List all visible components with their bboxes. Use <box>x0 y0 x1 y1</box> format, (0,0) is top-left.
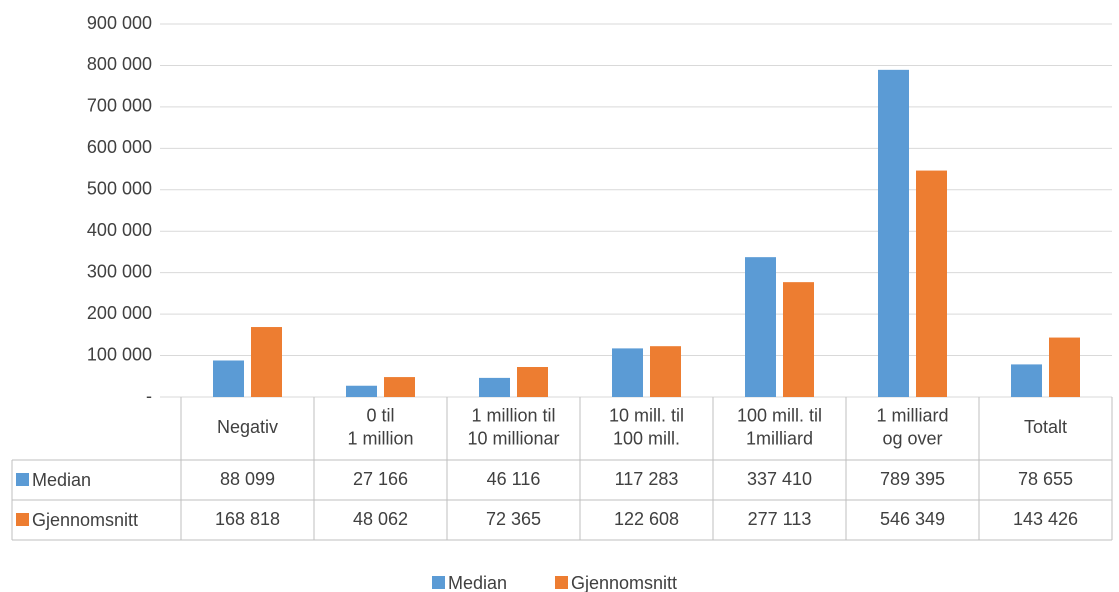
bar <box>1011 364 1042 397</box>
table-value: 117 283 <box>615 469 679 489</box>
bar <box>517 367 548 397</box>
table-legend-key <box>16 513 29 526</box>
bar <box>384 377 415 397</box>
y-tick-label: 200 000 <box>87 303 152 323</box>
table-value: 337 410 <box>747 469 812 489</box>
bar <box>251 327 282 397</box>
legend-label: Median <box>448 573 507 592</box>
table-value: 27 166 <box>353 469 408 489</box>
legend-key <box>432 576 445 589</box>
table-value: 88 099 <box>220 469 275 489</box>
x-tick-label: 1 million til 10 millionar <box>467 405 559 448</box>
x-tick-label: 10 mill. til 100 mill. <box>609 405 684 448</box>
table-value: 46 116 <box>487 469 541 489</box>
bar <box>783 282 814 397</box>
table-value: 122 608 <box>614 509 679 529</box>
table-value: 78 655 <box>1018 469 1073 489</box>
bar <box>878 69 909 397</box>
bar <box>650 346 681 397</box>
y-tick-label: 300 000 <box>87 261 152 281</box>
bar <box>612 348 643 397</box>
table-value: 143 426 <box>1013 509 1078 529</box>
table-value: 168 818 <box>215 509 280 529</box>
y-tick-label: 500 000 <box>87 179 152 199</box>
legend-label: Gjennomsnitt <box>571 573 677 592</box>
bar <box>346 385 377 397</box>
y-tick-label: - <box>146 386 152 406</box>
table-row-label: Gjennomsnitt <box>32 510 138 530</box>
table-value: 277 113 <box>748 509 812 529</box>
y-tick-label: 400 000 <box>87 220 152 240</box>
table-row-label: Median <box>32 470 91 490</box>
table-legend-key <box>16 473 29 486</box>
legend-key <box>555 576 568 589</box>
y-tick-label: 900 000 <box>87 13 152 33</box>
y-tick-label: 600 000 <box>87 137 152 157</box>
table-value: 546 349 <box>880 509 945 529</box>
x-tick-label: Totalt <box>1024 417 1067 437</box>
table-value: 72 365 <box>486 509 541 529</box>
table-value: 48 062 <box>353 509 408 529</box>
x-tick-label: 1 milliard og over <box>876 405 948 448</box>
table-value: 789 395 <box>880 469 945 489</box>
x-tick-label: 100 mill. til 1milliard <box>737 405 822 448</box>
bar <box>213 360 244 397</box>
bar <box>1049 337 1080 397</box>
bar <box>479 377 510 397</box>
x-tick-label: 0 til 1 million <box>347 405 413 448</box>
x-tick-label: Negativ <box>217 417 278 437</box>
y-tick-label: 800 000 <box>87 54 152 74</box>
y-tick-label: 100 000 <box>87 344 152 364</box>
y-tick-label: 700 000 <box>87 96 152 116</box>
bar <box>916 170 947 397</box>
bar <box>745 257 776 397</box>
